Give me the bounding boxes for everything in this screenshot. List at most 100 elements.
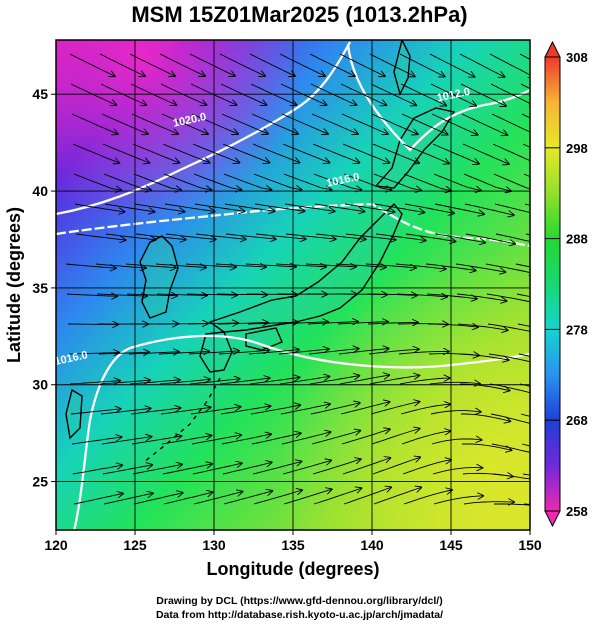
- streamline: [225, 233, 276, 239]
- streamline: [430, 83, 476, 106]
- colorbar-tick-label: 288: [566, 232, 588, 247]
- streamline: [400, 83, 446, 106]
- credit-data: Data from http://database.rish.kyoto-u.a…: [155, 609, 444, 621]
- streamline: [487, 323, 530, 332]
- streamline: [221, 113, 268, 134]
- x-tick-label: 140: [360, 537, 384, 553]
- streamline: [430, 411, 481, 414]
- streamline: [342, 143, 389, 163]
- colorbar-tick-label: 278: [566, 322, 588, 337]
- streamline: [341, 429, 390, 445]
- streamline: [245, 264, 296, 267]
- streamline: [249, 53, 295, 76]
- streamline: [279, 376, 329, 385]
- streamline: [305, 264, 356, 267]
- streamline: [255, 233, 306, 239]
- streamline: [134, 203, 184, 212]
- y-tick-label: 40: [32, 183, 48, 199]
- streamline: [485, 263, 530, 274]
- streamline: [431, 113, 478, 135]
- streamline: [99, 380, 150, 385]
- streamline: [281, 432, 331, 445]
- streamline: [515, 263, 530, 268]
- y-tick-label: 35: [32, 280, 48, 296]
- streamline: [403, 173, 451, 191]
- y-axis-label: Latitude (degrees): [4, 207, 24, 363]
- colorbar-ticks: 308 298 288 278 268 258: [545, 50, 588, 519]
- streamline: [460, 83, 506, 106]
- streamline: [161, 436, 211, 445]
- streamline: [125, 263, 176, 268]
- honshu: [208, 202, 403, 333]
- streamline: [486, 293, 530, 303]
- streamline: [427, 324, 478, 327]
- streamline: [367, 323, 418, 325]
- streamline: [98, 352, 149, 354]
- streamline: [193, 173, 241, 190]
- streamline: [462, 143, 509, 164]
- streamline: [313, 173, 361, 190]
- streamline: [215, 264, 266, 267]
- streamline: [285, 233, 336, 239]
- streamline: [402, 143, 449, 163]
- streamline: [105, 233, 156, 240]
- streamline: [464, 203, 514, 215]
- streamline: [399, 53, 445, 77]
- streamline: [311, 113, 358, 134]
- streamline: [401, 113, 448, 135]
- streamline: [520, 413, 530, 417]
- streamline: [369, 376, 419, 385]
- streamline: [519, 53, 530, 60]
- streamline: [100, 408, 151, 415]
- streamline: [339, 375, 389, 385]
- streamline: [431, 439, 482, 445]
- colorbar-tick-label: 258: [566, 504, 588, 519]
- x-tick-label: 150: [518, 537, 542, 553]
- streamline: [192, 463, 242, 475]
- streamline: [221, 434, 271, 445]
- colorbar-tick-label: 298: [566, 141, 588, 156]
- streamline: [191, 435, 241, 445]
- streamline: [159, 379, 210, 385]
- streamline: [455, 263, 505, 272]
- streamline: [432, 143, 479, 164]
- streamline: [314, 203, 364, 212]
- streamline: [131, 436, 181, 445]
- isobar-1016-south: [73, 334, 530, 530]
- wind-streamlines: [65, 53, 530, 507]
- streamline: [185, 264, 236, 267]
- streamline: [463, 173, 511, 191]
- streamline: [311, 431, 360, 445]
- streamline: [461, 413, 510, 421]
- x-tick-label: 130: [202, 537, 226, 553]
- streamline: [162, 464, 212, 475]
- streamline: [224, 203, 275, 211]
- streamline: [458, 353, 509, 360]
- streamline: [162, 143, 209, 163]
- streamline: [435, 233, 485, 243]
- streamline: [489, 53, 530, 77]
- streamline: [490, 83, 530, 106]
- streamline: [69, 381, 120, 384]
- streamline: [275, 264, 326, 267]
- streamline: [132, 464, 182, 475]
- streamline: [219, 378, 270, 385]
- colorbar-tick-label: 308: [566, 50, 588, 65]
- streamline: [338, 349, 389, 355]
- streamline: [434, 203, 484, 214]
- streamline: [365, 263, 416, 268]
- streamline: [309, 53, 355, 76]
- streamline: [400, 404, 450, 415]
- streamline: [461, 443, 511, 450]
- streamline: [277, 322, 328, 324]
- streamline: [66, 294, 117, 296]
- streamline: [429, 382, 480, 384]
- streamline: [254, 203, 305, 211]
- streamline: [247, 322, 298, 324]
- isobar-1016-north: [56, 202, 530, 248]
- streamline: [396, 294, 447, 297]
- streamline: [309, 376, 359, 385]
- streamline: [222, 462, 272, 475]
